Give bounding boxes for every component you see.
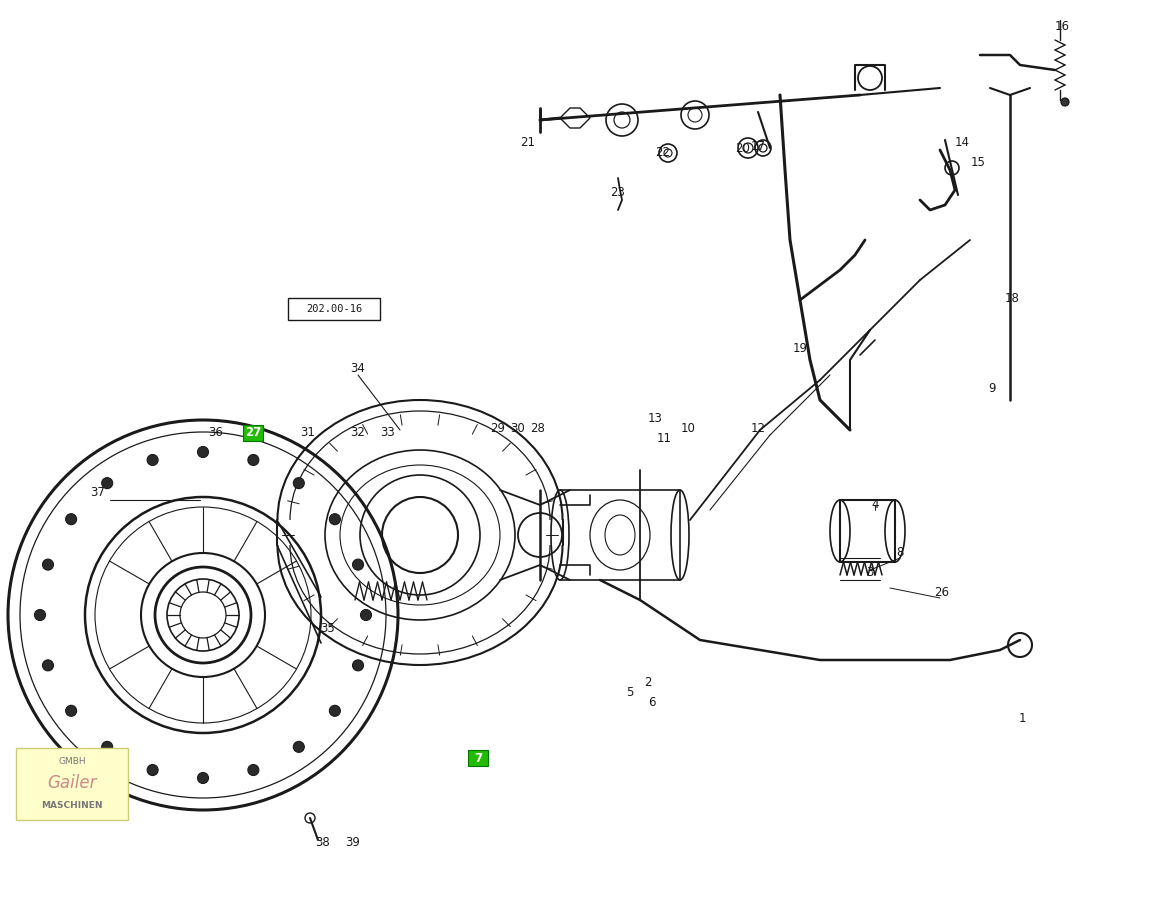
Text: 18: 18 — [1005, 292, 1020, 304]
FancyBboxPatch shape — [288, 298, 380, 320]
Circle shape — [43, 559, 53, 570]
Text: 7: 7 — [474, 752, 482, 764]
Circle shape — [66, 514, 76, 525]
Circle shape — [198, 772, 209, 784]
Text: 3: 3 — [866, 565, 873, 579]
Text: 27: 27 — [245, 427, 261, 439]
Circle shape — [248, 454, 259, 465]
Text: 21: 21 — [521, 137, 536, 149]
FancyBboxPatch shape — [16, 748, 128, 820]
Text: 16: 16 — [1055, 20, 1070, 32]
Text: 13: 13 — [648, 411, 663, 425]
Text: 22: 22 — [656, 147, 671, 159]
Text: 20: 20 — [736, 141, 751, 155]
Circle shape — [102, 742, 113, 752]
Text: 29: 29 — [491, 421, 506, 435]
Text: 8: 8 — [896, 545, 903, 559]
Circle shape — [102, 478, 113, 489]
Text: 35: 35 — [321, 622, 335, 634]
Circle shape — [293, 742, 304, 752]
Text: 37: 37 — [90, 487, 105, 500]
Circle shape — [43, 660, 53, 670]
Text: 2: 2 — [644, 676, 651, 688]
Text: 30: 30 — [511, 421, 526, 435]
Circle shape — [352, 559, 364, 570]
Text: 10: 10 — [680, 421, 695, 435]
Bar — [840, 500, 895, 562]
Circle shape — [329, 706, 341, 716]
Text: 12: 12 — [751, 421, 766, 435]
Circle shape — [352, 660, 364, 670]
Text: 34: 34 — [351, 362, 365, 374]
Text: 19: 19 — [792, 341, 807, 355]
Text: 6: 6 — [648, 696, 656, 708]
Text: 36: 36 — [209, 427, 223, 439]
Circle shape — [35, 609, 45, 620]
Circle shape — [147, 454, 158, 465]
Text: 202.00-16: 202.00-16 — [306, 304, 363, 314]
Text: MASCHINEN: MASCHINEN — [42, 802, 103, 811]
Text: 1: 1 — [1019, 712, 1026, 724]
Circle shape — [248, 764, 259, 776]
Text: 5: 5 — [626, 687, 634, 699]
Circle shape — [147, 764, 158, 776]
Text: 17: 17 — [751, 140, 766, 152]
Text: 28: 28 — [530, 421, 545, 435]
Text: 31: 31 — [300, 427, 315, 439]
Circle shape — [293, 478, 304, 489]
Text: 26: 26 — [934, 587, 949, 599]
Text: 38: 38 — [315, 836, 330, 850]
Text: 33: 33 — [381, 427, 395, 439]
Text: 9: 9 — [989, 382, 996, 394]
Text: 4: 4 — [871, 499, 879, 511]
Text: 23: 23 — [611, 186, 626, 200]
Text: GMBH: GMBH — [58, 758, 85, 767]
Text: 14: 14 — [954, 137, 969, 149]
Circle shape — [360, 609, 372, 620]
Circle shape — [1061, 98, 1070, 106]
Text: 39: 39 — [345, 836, 360, 850]
FancyBboxPatch shape — [468, 750, 489, 766]
Circle shape — [329, 514, 341, 525]
Text: 11: 11 — [656, 431, 671, 445]
Circle shape — [198, 446, 209, 457]
Text: 15: 15 — [970, 157, 985, 169]
FancyBboxPatch shape — [243, 425, 263, 441]
Circle shape — [66, 706, 76, 716]
Text: 32: 32 — [351, 427, 365, 439]
Text: Gailer: Gailer — [47, 774, 97, 792]
